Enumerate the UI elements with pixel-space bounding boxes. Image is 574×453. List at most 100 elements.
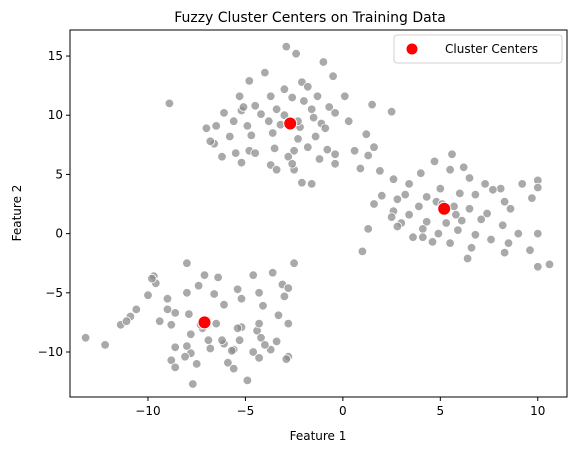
cluster-center-point	[283, 116, 298, 131]
data-point	[227, 346, 237, 356]
data-point	[457, 215, 467, 226]
data-point	[281, 354, 292, 364]
data-point	[225, 131, 235, 142]
data-point	[404, 209, 414, 220]
data-point	[121, 316, 132, 326]
data-point	[232, 284, 243, 295]
y-axis: −10 −5 0 5 10 15	[38, 49, 70, 359]
data-point	[279, 110, 290, 120]
data-point	[279, 291, 290, 302]
data-point	[164, 98, 175, 109]
plot-area	[80, 41, 555, 389]
data-point	[533, 228, 543, 239]
data-point	[234, 91, 245, 102]
data-point	[328, 71, 338, 81]
data-point	[244, 76, 255, 86]
data-point	[236, 157, 247, 168]
data-point	[281, 41, 292, 52]
chart-title: Fuzzy Cluster Centers on Training Data	[174, 10, 446, 26]
legend-marker-cluster-centers	[405, 42, 419, 56]
data-point	[131, 304, 142, 315]
data-point	[238, 102, 249, 112]
data-point	[143, 290, 153, 300]
data-point	[170, 362, 180, 373]
data-point	[203, 335, 214, 345]
data-point	[318, 57, 329, 67]
data-point	[517, 179, 527, 189]
data-point	[154, 316, 165, 326]
data-point	[268, 128, 278, 138]
data-point	[264, 116, 274, 126]
data-point	[455, 188, 465, 199]
data-point	[418, 232, 428, 242]
data-point	[498, 220, 508, 231]
data-point	[180, 352, 190, 362]
cluster-center-point	[437, 201, 452, 216]
data-point	[291, 49, 301, 59]
data-point	[451, 209, 461, 220]
data-point	[429, 156, 440, 167]
data-point	[369, 199, 379, 209]
data-point	[324, 102, 334, 112]
x-axis: −10 −5 0 5 10	[135, 397, 545, 418]
cluster-center-point	[197, 315, 212, 330]
data-point	[182, 258, 192, 268]
data-point	[182, 341, 192, 351]
data-point	[307, 179, 317, 189]
data-point	[499, 196, 510, 207]
data-point	[271, 164, 282, 175]
data-point	[271, 104, 282, 115]
data-point	[230, 148, 241, 158]
data-point	[199, 270, 210, 280]
x-tick-label: 5	[436, 404, 444, 418]
data-point	[349, 146, 360, 156]
data-point	[470, 230, 481, 240]
plot-frame	[69, 29, 568, 398]
data-point	[496, 183, 506, 194]
data-point	[254, 353, 264, 363]
data-point	[260, 67, 270, 78]
data-point	[205, 343, 216, 354]
data-point	[201, 123, 212, 134]
data-point	[254, 288, 264, 298]
data-point	[459, 162, 469, 173]
data-point	[166, 320, 177, 330]
data-point	[242, 375, 253, 386]
data-point	[533, 182, 543, 193]
data-point	[166, 355, 177, 366]
data-point	[392, 194, 403, 205]
data-point	[232, 323, 243, 334]
data-point	[256, 109, 266, 119]
data-point	[330, 159, 340, 169]
data-point	[462, 253, 473, 264]
data-point	[162, 304, 173, 315]
data-point	[303, 142, 313, 152]
x-tick-label: 10	[530, 404, 545, 418]
data-point	[273, 310, 284, 321]
y-tick-label: 5	[55, 167, 63, 181]
x-tick-label: 0	[339, 404, 347, 418]
data-point	[228, 116, 239, 126]
y-axis-label: Feature 2	[10, 185, 24, 242]
data-point	[488, 185, 498, 195]
data-point	[408, 232, 418, 242]
data-point	[418, 224, 428, 234]
data-point	[266, 91, 276, 102]
data-point	[170, 308, 180, 318]
data-point	[322, 144, 333, 155]
data-point	[400, 189, 410, 200]
data-point	[464, 204, 475, 214]
data-point	[388, 174, 399, 184]
data-point	[213, 272, 223, 283]
legend-frame	[393, 34, 563, 64]
data-point	[416, 168, 426, 178]
data-point	[287, 92, 297, 103]
data-point	[361, 129, 372, 139]
data-point	[211, 318, 221, 329]
data-point	[310, 131, 321, 142]
data-point	[186, 329, 196, 340]
data-point	[527, 193, 537, 203]
data-point	[441, 218, 451, 228]
data-point	[453, 225, 463, 235]
